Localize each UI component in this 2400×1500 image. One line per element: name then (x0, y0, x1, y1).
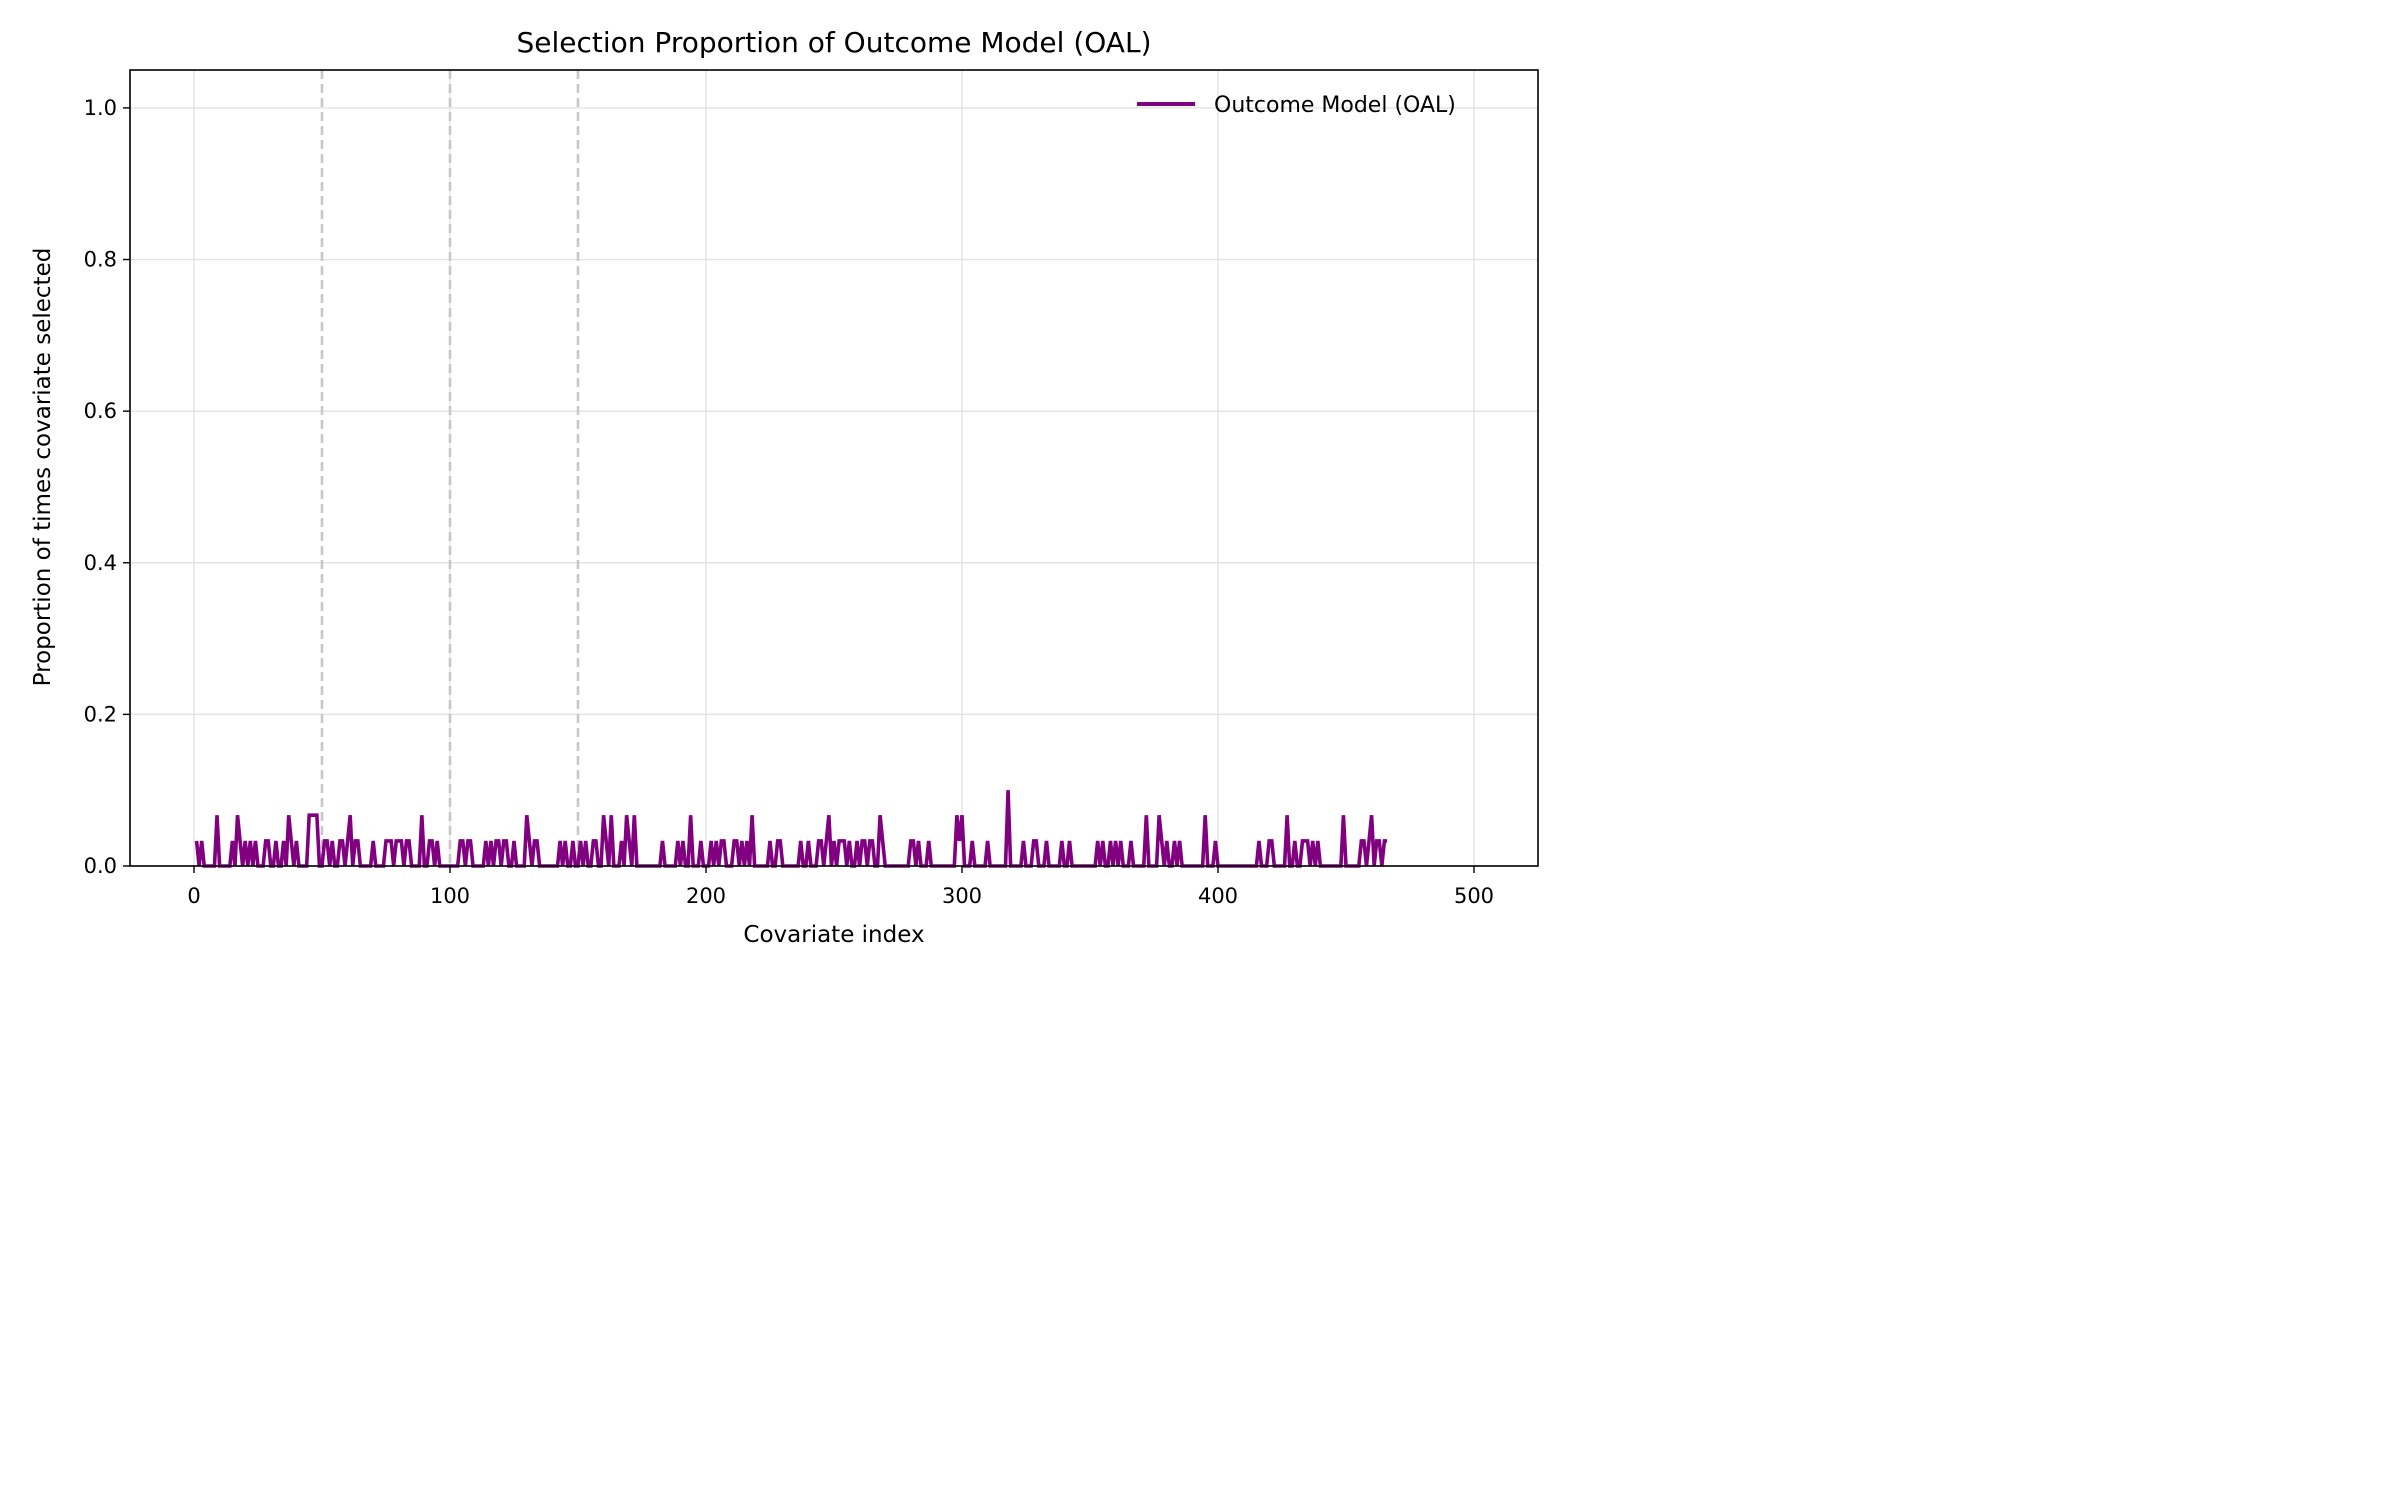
y-axis-label: Proportion of times covariate selected (30, 248, 56, 687)
x-axis: 0 100 200 300 400 500 (187, 866, 1494, 908)
plot-frame (129, 69, 1539, 867)
series-layer (194, 790, 1387, 868)
y-tick-label: 0.0 (84, 854, 117, 878)
grid (130, 70, 1538, 867)
x-tick-label: 400 (1198, 884, 1238, 908)
chart-svg: 0 100 200 300 400 500 0.0 0.2 0.4 0.6 0.8 1.0 Sele… (30, 26, 1539, 948)
y-tick-label: 0.8 (84, 248, 117, 272)
y-tick-label: 0.2 (84, 702, 117, 726)
x-axis-label: Covariate index (743, 922, 924, 948)
y-tick-label: 0.4 (84, 551, 117, 575)
reference-lines (320, 70, 580, 866)
y-axis: 0.0 0.2 0.4 0.6 0.8 1.0 (84, 96, 130, 878)
x-tick-label: 500 (1454, 884, 1494, 908)
y-tick-label: 1.0 (84, 96, 117, 120)
chart: 0 100 200 300 400 500 0.0 0.2 0.4 0.6 0.8 1.0 Sele… (0, 0, 1568, 980)
x-tick-label: 0 (187, 884, 200, 908)
x-tick-label: 100 (430, 884, 470, 908)
legend: Outcome Model (OAL) (1137, 93, 1456, 118)
legend-label-outcome-model: Outcome Model (OAL) (1214, 93, 1456, 118)
x-tick-label: 200 (686, 884, 726, 908)
x-tick-label: 300 (942, 884, 982, 908)
y-tick-label: 0.6 (84, 399, 117, 423)
chart-title: Selection Proportion of Outcome Model (O… (516, 26, 1151, 59)
series-line-outcome-model (194, 790, 1387, 868)
